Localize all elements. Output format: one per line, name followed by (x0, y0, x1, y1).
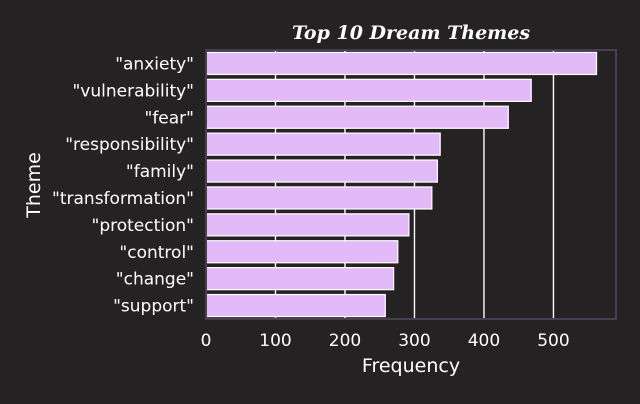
bar (205, 186, 433, 210)
y-tick-label: "support" (113, 297, 194, 317)
x-tick-label: 400 (468, 331, 500, 351)
y-tick-label: "change" (116, 270, 194, 290)
y-tick-label: "fear" (145, 108, 195, 128)
y-tick-label: "responsibility" (65, 135, 194, 155)
x-tick-label: 200 (329, 331, 361, 351)
bar (205, 159, 439, 183)
x-tick-label: 0 (201, 331, 212, 351)
chart-title: Top 10 Dream Themes (292, 22, 530, 44)
y-axis-label: Theme (23, 152, 45, 219)
y-tick-label: "transformation" (52, 189, 194, 209)
bar (205, 132, 441, 156)
bar (205, 240, 399, 264)
bar (205, 78, 532, 102)
y-tick-label: "family" (126, 162, 194, 182)
bar (205, 267, 395, 291)
x-tick-label: 300 (398, 331, 430, 351)
label-layer: 0 100 200 300 400 500 "anxiety" "vulnerability"… (52, 54, 570, 351)
bar (205, 213, 410, 237)
x-tick-label: 500 (537, 331, 569, 351)
y-tick-label: "protection" (92, 216, 194, 236)
y-tick-label: "vulnerability" (72, 81, 194, 101)
y-tick-label: "anxiety" (115, 54, 194, 74)
y-tick-label: "control" (119, 243, 194, 263)
bar (205, 105, 509, 129)
x-tick-label: 100 (259, 331, 291, 351)
plot-frame (205, 49, 617, 320)
bar (205, 51, 598, 76)
bar (205, 293, 386, 318)
x-axis-label: Frequency (362, 355, 460, 377)
